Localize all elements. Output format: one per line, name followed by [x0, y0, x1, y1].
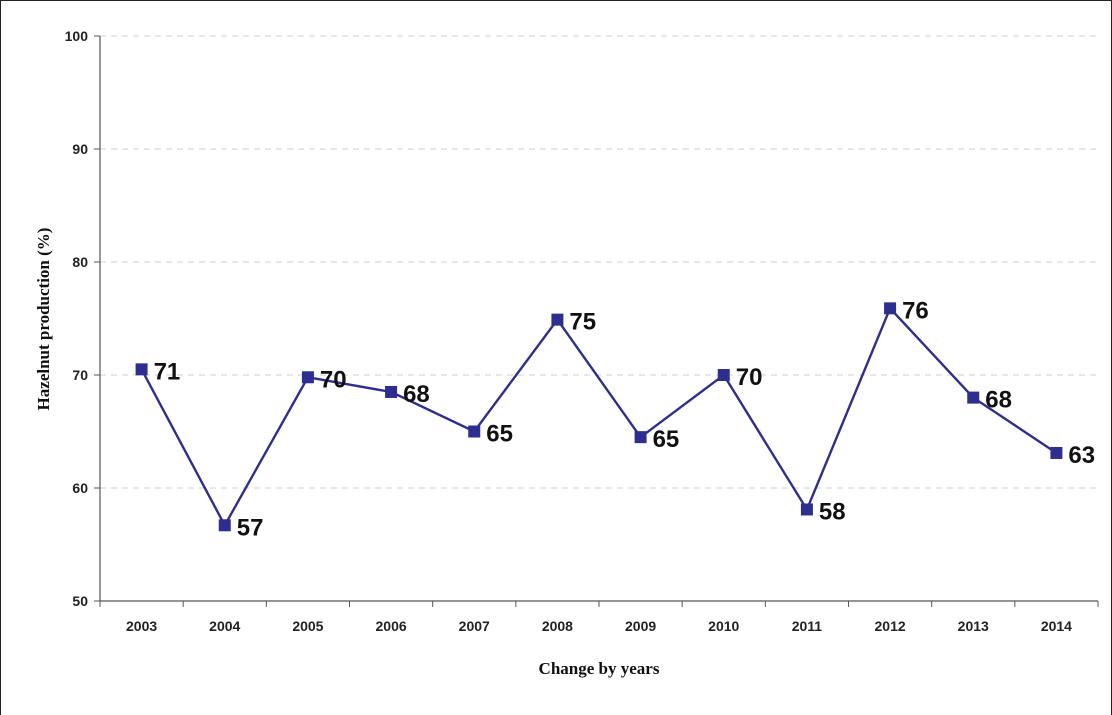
- y-tick-label: 60: [72, 480, 88, 496]
- data-label: 58: [819, 498, 846, 525]
- y-tick-label: 70: [72, 367, 88, 383]
- data-point-marker: [967, 391, 980, 404]
- x-tick-label: 2007: [459, 618, 490, 634]
- y-tick-label: 90: [72, 141, 88, 157]
- data-label: 75: [569, 309, 596, 336]
- data-point-marker: [468, 425, 481, 438]
- data-point-marker: [135, 363, 148, 376]
- data-point-marker: [551, 313, 564, 326]
- data-point-marker: [1050, 446, 1063, 459]
- x-tick-label: 2012: [875, 618, 906, 634]
- x-tick-labels: 2003 2004 2005 2006 2007 2008 2009 2010 2011 2012…: [99, 601, 1099, 634]
- x-tick-label: 2010: [708, 618, 739, 634]
- data-point-marker: [634, 431, 647, 444]
- data-label: 68: [985, 387, 1012, 414]
- x-tick-label: 2013: [958, 618, 989, 634]
- data-label: 65: [653, 426, 680, 453]
- data-point-marker: [800, 503, 813, 516]
- series-markers: [135, 302, 1063, 532]
- data-label: 68: [403, 381, 430, 408]
- y-tick-label: 100: [65, 28, 89, 44]
- data-label: 63: [1068, 442, 1095, 469]
- gridlines: [100, 35, 1098, 489]
- data-label: 70: [320, 366, 347, 393]
- x-tick-label: 2014: [1041, 618, 1072, 634]
- data-point-marker: [218, 519, 231, 532]
- data-point-marker: [717, 369, 730, 381]
- data-point-marker: [385, 385, 398, 398]
- data-point-marker: [301, 371, 314, 384]
- x-tick-label: 2004: [209, 618, 240, 634]
- data-point-marker: [884, 302, 897, 315]
- data-labels: 71 57 70 68 65 75 65 70 58 76 68 63: [154, 297, 1096, 541]
- series-line: [140, 306, 1058, 528]
- y-tick-labels: 50 60 70 80 90 100: [65, 28, 100, 609]
- x-tick-label: 2003: [126, 618, 157, 634]
- x-tick-label: 2011: [792, 618, 823, 634]
- data-label: 76: [902, 297, 929, 324]
- series-line-path: [140, 306, 1058, 528]
- y-axis-title: Hazelnut production (%): [34, 228, 53, 411]
- data-label: 71: [154, 358, 181, 385]
- data-label: 57: [237, 514, 264, 541]
- y-tick-label: 80: [72, 254, 88, 270]
- x-tick-label: 2006: [376, 618, 407, 634]
- x-axis-title: Change by years: [539, 659, 660, 678]
- y-tick-label: 50: [72, 593, 88, 609]
- x-tick-label: 2008: [542, 618, 573, 634]
- data-label: 65: [486, 421, 513, 448]
- x-tick-label: 2009: [625, 618, 656, 634]
- data-label: 70: [736, 364, 763, 391]
- x-tick-label: 2005: [292, 618, 323, 634]
